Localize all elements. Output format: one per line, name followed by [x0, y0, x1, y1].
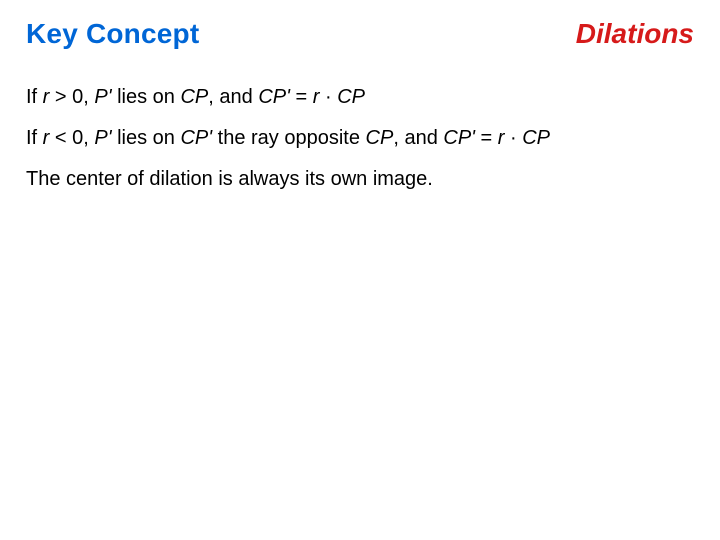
- text: If: [26, 127, 43, 149]
- var-p-prime: P': [94, 86, 111, 108]
- rule-line-3: The center of dilation is always its own…: [26, 166, 694, 193]
- rule-line-1: If r > 0, P' lies on CP, and CP' = r · C…: [26, 84, 694, 111]
- var-cp: CP: [366, 127, 394, 149]
- text: =: [475, 127, 498, 149]
- slide: Key Concept Dilations If r > 0, P' lies …: [0, 0, 720, 540]
- text: If: [26, 86, 43, 108]
- var-cp-prime: CP': [443, 127, 475, 149]
- var-cp: CP: [180, 86, 208, 108]
- rule-line-2: If r < 0, P' lies on CP' the ray opposit…: [26, 125, 694, 152]
- var-cp-prime: CP': [258, 86, 290, 108]
- var-p-prime: P': [94, 127, 111, 149]
- var-cp-prime: CP': [180, 127, 212, 149]
- text: < 0,: [49, 127, 94, 149]
- dot-operator: ·: [319, 86, 337, 108]
- var-cp: CP: [522, 127, 550, 149]
- text: lies on: [112, 86, 181, 108]
- text: > 0,: [49, 86, 94, 108]
- text: , and: [393, 127, 443, 149]
- text: , and: [208, 86, 258, 108]
- var-cp: CP: [337, 86, 365, 108]
- dot-operator: ·: [504, 127, 522, 149]
- text: lies on: [112, 127, 181, 149]
- key-concept-heading: Key Concept: [26, 18, 199, 50]
- text: the ray opposite: [212, 127, 365, 149]
- topic-heading: Dilations: [576, 18, 694, 50]
- text: =: [290, 86, 313, 108]
- slide-header: Key Concept Dilations: [26, 18, 694, 50]
